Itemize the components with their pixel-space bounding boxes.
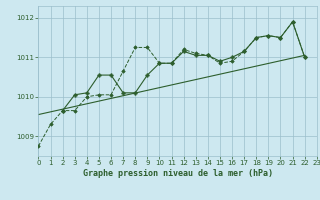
- X-axis label: Graphe pression niveau de la mer (hPa): Graphe pression niveau de la mer (hPa): [83, 169, 273, 178]
